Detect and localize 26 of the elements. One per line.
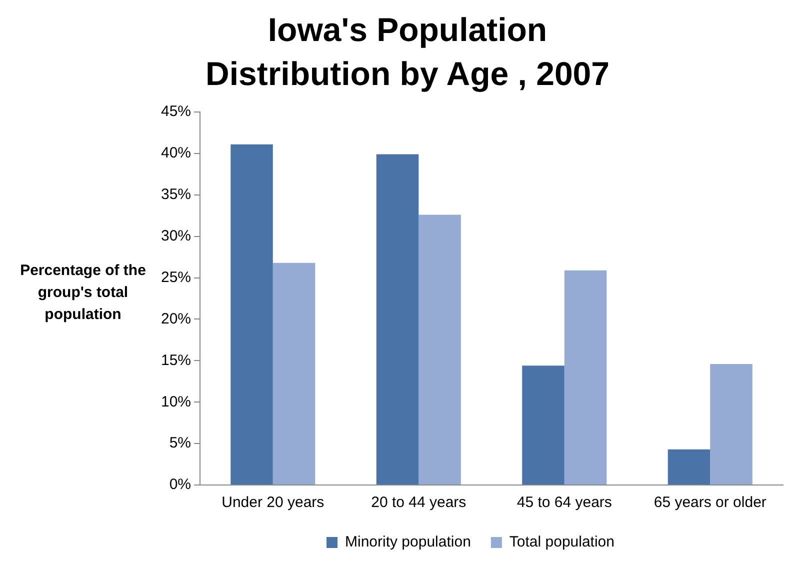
- x-tick-label: 65 years or older: [654, 494, 766, 512]
- y-tick-label: 5%: [169, 434, 192, 452]
- y-tick-label: 40%: [160, 144, 192, 162]
- y-tick-label: 30%: [160, 227, 192, 244]
- x-tick-label: 45 to 64 years: [516, 494, 612, 512]
- y-tick-label: 45%: [160, 103, 192, 120]
- x-tick-label: 20 to 44 years: [371, 494, 466, 512]
- bar: [710, 364, 752, 484]
- bar: [564, 270, 607, 484]
- y-tick-label: 25%: [160, 268, 192, 286]
- y-tick-label: 15%: [160, 352, 192, 369]
- y-axis-title: Percentage of the group's total population: [19, 261, 147, 325]
- bar: [272, 262, 316, 484]
- legend-label: Total population: [509, 534, 615, 551]
- bar: [376, 154, 419, 484]
- bar: [668, 449, 710, 484]
- chart-title: Iowa's Population Distribution by Age , 2007: [204, 10, 611, 94]
- x-tick-label: Under 20 years: [222, 494, 324, 512]
- bar: [418, 214, 461, 484]
- bar: [230, 144, 273, 484]
- legend-label: Minority population: [345, 534, 471, 551]
- y-tick-label: 20%: [160, 310, 192, 328]
- y-tick-label: 10%: [160, 393, 192, 410]
- bar: [522, 366, 564, 484]
- y-tick-label: 0%: [169, 476, 192, 494]
- y-tick-label: 35%: [160, 186, 192, 204]
